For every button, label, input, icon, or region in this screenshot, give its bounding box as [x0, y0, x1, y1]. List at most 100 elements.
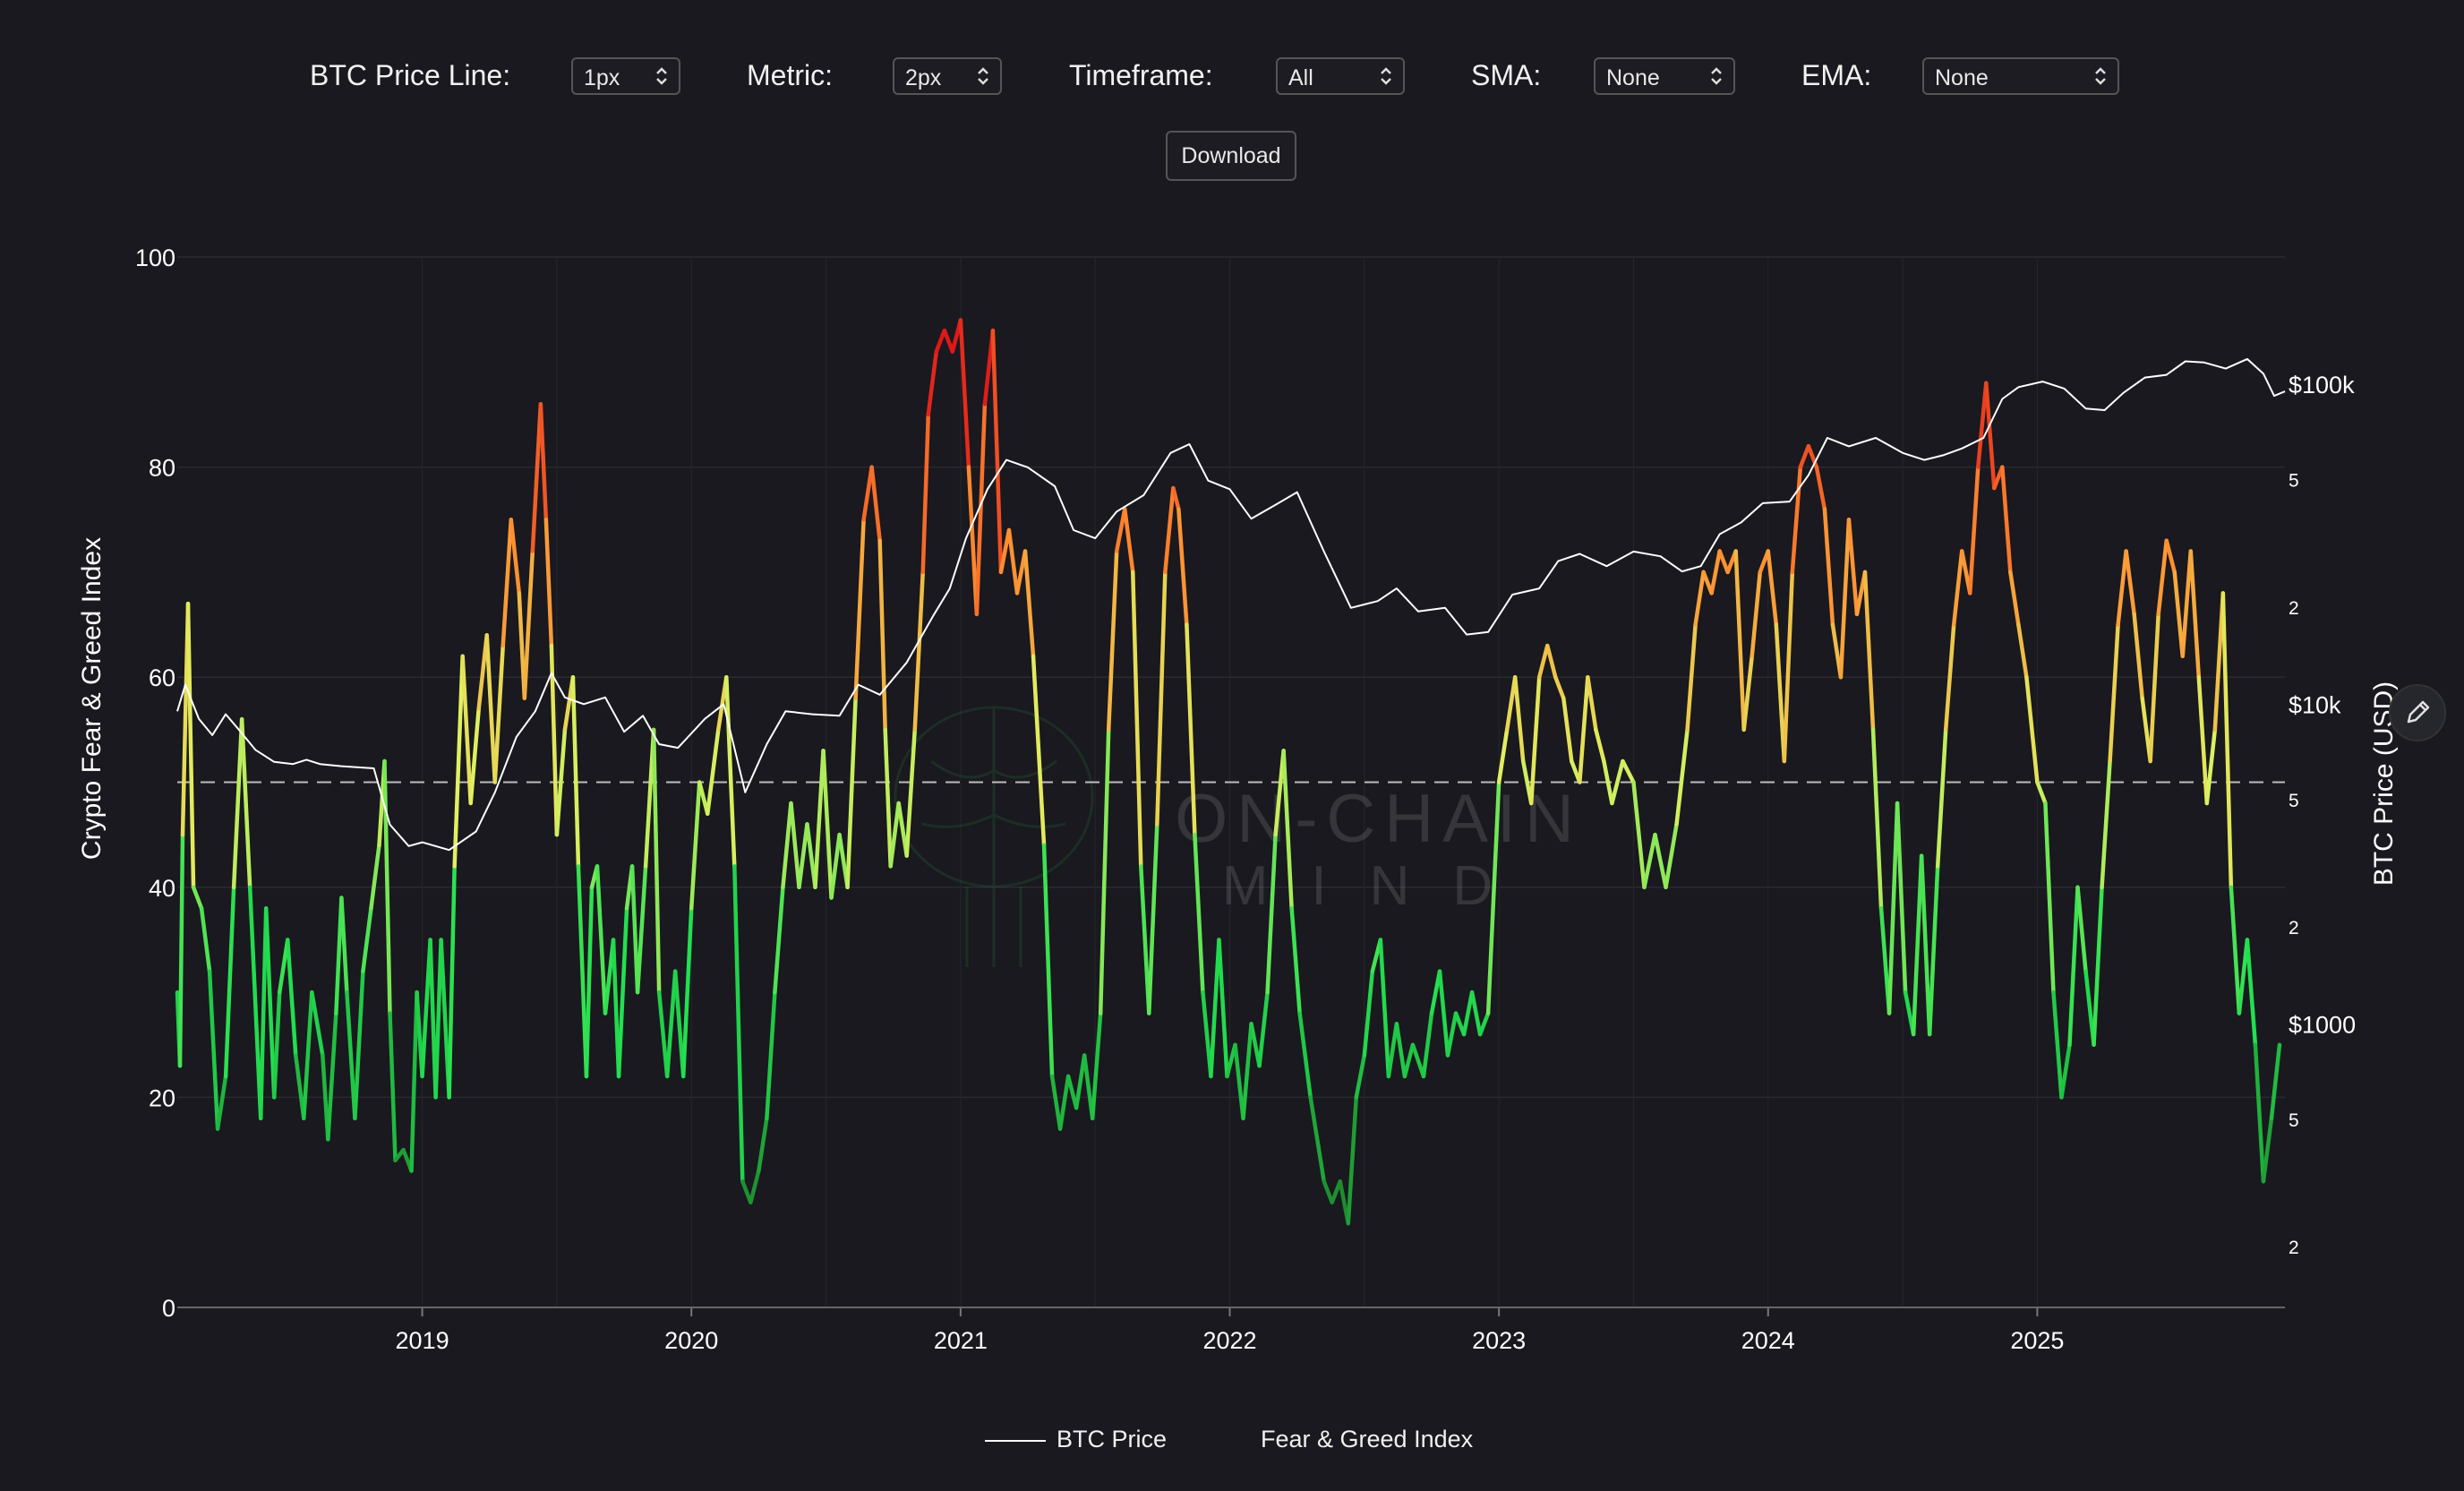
fear-greed-segment [468, 707, 481, 806]
up-down-chevron-icon [656, 67, 667, 85]
fear-greed-segment [920, 412, 931, 575]
fear-greed-segment [2261, 1116, 2274, 1184]
price-line-select[interactable]: 1px [571, 57, 680, 95]
fear-greed-segment [554, 727, 568, 837]
fear-greed-segment [1049, 1074, 1063, 1131]
fear-greed-segment [1362, 969, 1375, 1058]
legend-price-swatch [985, 1440, 1046, 1442]
fear-greed-segment [664, 969, 678, 1079]
fear-greed-segment [2172, 570, 2186, 658]
right-tick-label: 5 [2289, 1110, 2299, 1131]
fear-greed-segment [680, 906, 694, 1079]
fear-greed-segment [1693, 570, 1706, 627]
fear-greed-segment [1602, 758, 1614, 806]
fear-greed-segment [1297, 1011, 1313, 1100]
fear-greed-segment [207, 969, 220, 1131]
fear-greed-segment [2124, 549, 2136, 617]
fear-greed-segment [1209, 938, 1221, 1079]
fear-greed-segment [460, 654, 473, 806]
fear-greed-segment [1139, 864, 1151, 1015]
fear-greed-segment [2220, 591, 2234, 890]
fear-greed-segment [765, 990, 777, 1121]
ema-label: EMA: [1801, 59, 1872, 91]
fear-greed-segment [570, 674, 581, 869]
btc-price-series [176, 357, 2286, 852]
fear-greed-segment [2164, 538, 2177, 575]
fear-greed-segment [1709, 549, 1722, 596]
fear-greed-segment [689, 780, 702, 911]
legend-index-label[interactable]: Fear & Greed Index [1261, 1426, 1474, 1452]
ema-select[interactable]: None [1922, 57, 2119, 95]
sma-select[interactable]: None [1594, 57, 1735, 95]
edit-button[interactable] [2389, 684, 2446, 741]
fear-greed-segment [1870, 727, 1884, 911]
fear-greed-segment [584, 885, 595, 1079]
fear-greed-segment [2116, 549, 2128, 627]
fear-greed-segment [286, 938, 298, 1058]
fear-greed-segment [1082, 1053, 1095, 1121]
right-tick-label: 2 [2289, 918, 2299, 938]
fear-greed-segment [2204, 727, 2218, 806]
fear-greed-segment [1685, 622, 1698, 733]
fear-greed-segment [2067, 885, 2080, 1047]
fear-greed-segment [2245, 938, 2258, 1047]
left-tick-label: 60 [149, 664, 175, 691]
legend-price-label[interactable]: BTC Price [1057, 1426, 1168, 1452]
fear-greed-segment [1249, 1022, 1262, 1068]
fear-greed-segment [302, 990, 314, 1121]
fear-greed-segment [998, 527, 1012, 575]
fear-greed-segment [1217, 938, 1229, 1079]
fear-greed-segment [1098, 727, 1111, 1015]
fear-greed-segment [1512, 674, 1526, 764]
fear-greed-segment [1354, 1053, 1367, 1100]
fear-greed-segment [2092, 885, 2104, 1047]
fear-greed-segment [361, 906, 373, 973]
fear-greed-segment [247, 885, 263, 1121]
timeframe-select[interactable]: All [1276, 57, 1405, 95]
download-button[interactable]: Download [1166, 131, 1296, 181]
watermark-line1: ON-CHAIN [1175, 781, 1583, 857]
fear-greed-segment [1496, 727, 1510, 784]
fear-greed-segment [2180, 549, 2194, 658]
fear-greed-segment [773, 885, 785, 995]
fear-greed-segment [500, 518, 514, 648]
fear-greed-segment [1114, 507, 1127, 553]
metric-value: 2px [905, 65, 942, 90]
fear-greed-segment [1822, 507, 1835, 627]
fear-greed-segment [829, 832, 842, 900]
x-tick-label: 2024 [1741, 1327, 1795, 1354]
fear-greed-segment [382, 758, 392, 1015]
fear-greed-segment [1594, 727, 1606, 764]
fear-greed-segment [1201, 990, 1213, 1079]
fear-greed-segment [2008, 570, 2021, 627]
fear-greed-segment [1664, 822, 1679, 890]
metric-select[interactable]: 2px [893, 57, 1002, 95]
fear-greed-segment [1233, 1042, 1245, 1121]
fear-greed-segment [1586, 674, 1598, 733]
fear-greed-segment [543, 518, 554, 648]
fear-greed-segment [629, 864, 640, 995]
fear-greed-segment [1421, 1011, 1434, 1079]
fear-greed-segment [1846, 518, 1860, 617]
fear-greed-segment [1031, 654, 1047, 848]
fear-greed-segment [447, 864, 457, 1100]
fear-greed-segment [1862, 570, 1876, 733]
fear-greed-segment [369, 843, 381, 911]
x-tick-label: 2020 [664, 1327, 718, 1354]
fear-greed-segment [258, 906, 269, 1121]
fear-greed-segment [1919, 853, 1932, 1037]
fear-greed-segment [1504, 674, 1518, 733]
fear-greed-segment [2229, 885, 2242, 1015]
fear-greed-segment [934, 328, 947, 354]
fear-greed-segment [1257, 990, 1270, 1068]
price-line-label: BTC Price Line: [310, 59, 511, 91]
fear-greed-segment [1968, 465, 1981, 596]
fear-greed-segment [1790, 465, 1803, 575]
up-down-chevron-icon [978, 67, 988, 85]
fear-greed-segment [1631, 780, 1647, 890]
fear-greed-segment [1485, 780, 1502, 1015]
timeframe-label: Timeframe: [1069, 59, 1213, 91]
fear-greed-segment [388, 1011, 398, 1163]
fear-greed-segment [2148, 612, 2160, 764]
fear-greed-segment [1774, 622, 1787, 764]
